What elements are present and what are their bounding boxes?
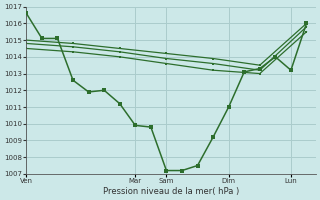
X-axis label: Pression niveau de la mer( hPa ): Pression niveau de la mer( hPa ) bbox=[103, 187, 239, 196]
